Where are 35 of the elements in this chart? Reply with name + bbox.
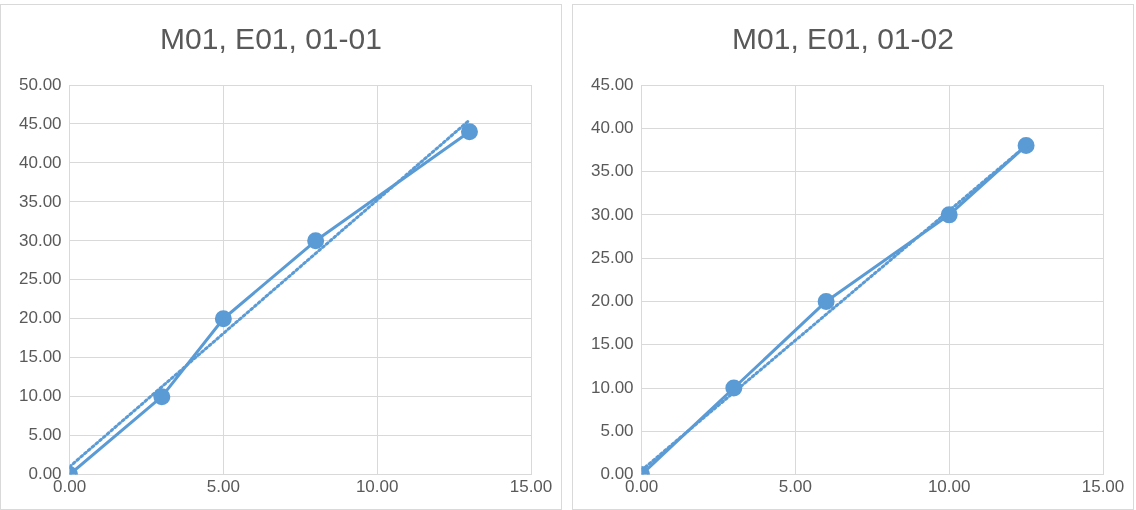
y-tick-label: 50.00 [18,74,62,94]
y-tick-label: 10.00 [18,386,62,406]
point [153,388,171,406]
x-tick-label: 10.00 [927,477,971,497]
point [725,379,743,397]
y-tick-label: 20.00 [18,308,62,328]
point [214,310,232,328]
y-tick-label: 30.00 [590,204,634,224]
x-tick-label: 10.00 [355,477,399,497]
chart-title: M01, E01, 01-02 [732,22,954,56]
y-tick-label: 40.00 [18,152,62,172]
y-tick-label: 5.00 [28,425,62,445]
y-tick-label: 30.00 [18,230,62,250]
point [940,206,958,224]
point [307,232,325,250]
x-tick-label: 15.00 [509,477,553,497]
point [1017,137,1035,155]
y-tick-label: 15.00 [590,334,634,354]
y-tick-label: 5.00 [600,421,634,440]
y-tick-label: 35.00 [590,161,634,181]
y-tick-label: 10.00 [590,377,634,397]
y-tick-label: 35.00 [18,191,62,211]
y-tick-label: 15.00 [18,347,62,367]
y-tick-label: 20.00 [590,291,634,311]
x-tick-label: 15.00 [1081,477,1125,497]
y-tick-label: 40.00 [590,117,634,137]
y-tick-label: 45.00 [590,74,634,94]
y-tick-label: 25.00 [18,269,62,289]
y-tick-label: 45.00 [18,113,62,133]
x-tick-label: 5.00 [206,477,240,497]
y-tick-label: 25.00 [590,247,634,267]
x-tick-label: 5.00 [778,477,812,497]
chart-title: M01, E01, 01-01 [160,22,382,56]
point [817,292,835,310]
point [460,123,478,141]
